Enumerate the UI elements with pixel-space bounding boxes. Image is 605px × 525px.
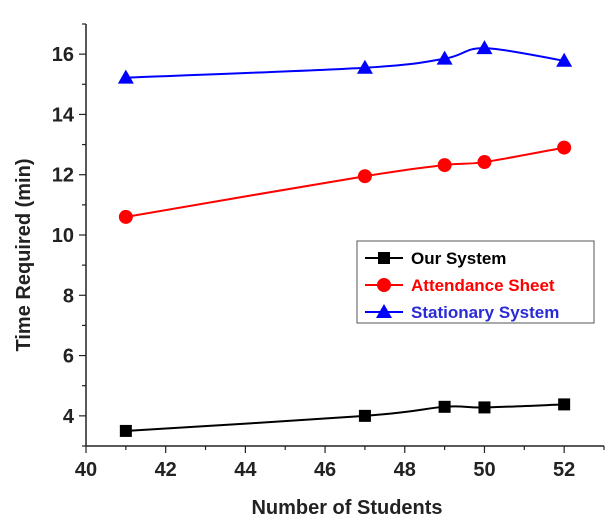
x-tick-label: 44 <box>234 459 257 481</box>
x-axis-title: Number of Students <box>251 497 442 519</box>
y-tick-label: 16 <box>52 44 74 66</box>
data-point-our-system <box>438 400 451 413</box>
y-tick-label: 8 <box>63 285 74 307</box>
series-line-stationary-system <box>125 47 565 79</box>
y-tick-label: 10 <box>52 225 74 247</box>
data-point-attendance-sheet <box>437 158 452 173</box>
y-tick-label: 6 <box>63 346 74 368</box>
y-tick-label: 12 <box>52 165 74 187</box>
series-line-attendance-sheet <box>125 146 565 218</box>
series-our-system <box>119 398 571 437</box>
data-point-our-system <box>119 424 132 437</box>
legend-label: Our System <box>411 249 506 268</box>
x-tick-label: 46 <box>314 459 336 481</box>
data-point-our-system <box>558 398 571 411</box>
y-tick-label: 14 <box>52 104 75 126</box>
data-point-attendance-sheet <box>118 209 133 224</box>
y-axis-title: Time Required (min) <box>13 159 35 352</box>
y-axis: 4 6 8 10 12 14 16 <box>52 23 86 447</box>
data-point-our-system <box>478 401 491 414</box>
data-point-stationary-system <box>436 50 453 65</box>
legend-item-our-system: Our System <box>365 249 506 268</box>
series-stationary-system <box>117 40 573 84</box>
legend-marker <box>377 278 391 292</box>
legend-label: Stationary System <box>411 303 559 322</box>
series-line-our-system <box>125 403 565 432</box>
legend-label: Attendance Sheet <box>411 276 555 295</box>
legend-marker <box>378 252 390 264</box>
data-point-attendance-sheet <box>477 155 492 170</box>
legend-item-stationary-system: Stationary System <box>365 303 559 322</box>
plot-frame <box>85 24 604 447</box>
legend-box <box>356 240 595 324</box>
data-point-stationary-system <box>556 52 573 67</box>
data-point-attendance-sheet <box>357 169 372 184</box>
x-tick-label: 40 <box>75 459 97 481</box>
data-point-stationary-system <box>476 40 493 55</box>
data-point-our-system <box>358 409 371 422</box>
legend-item-attendance-sheet: Attendance Sheet <box>365 276 555 295</box>
x-axis: 40 42 44 46 48 50 52 <box>75 446 605 481</box>
x-tick-label: 52 <box>553 459 575 481</box>
legend: Our System Attendance Sheet Stationary Sys… <box>356 240 595 324</box>
x-tick-label: 42 <box>155 459 177 481</box>
data-point-stationary-system <box>117 69 134 84</box>
x-tick-label: 48 <box>394 459 416 481</box>
data-point-stationary-system <box>356 59 373 74</box>
y-tick-label: 4 <box>63 406 75 428</box>
data-point-attendance-sheet <box>557 140 572 155</box>
series-attendance-sheet <box>118 140 572 224</box>
series-layer <box>117 40 573 437</box>
legend-marker <box>376 304 392 318</box>
x-tick-label: 50 <box>473 459 495 481</box>
